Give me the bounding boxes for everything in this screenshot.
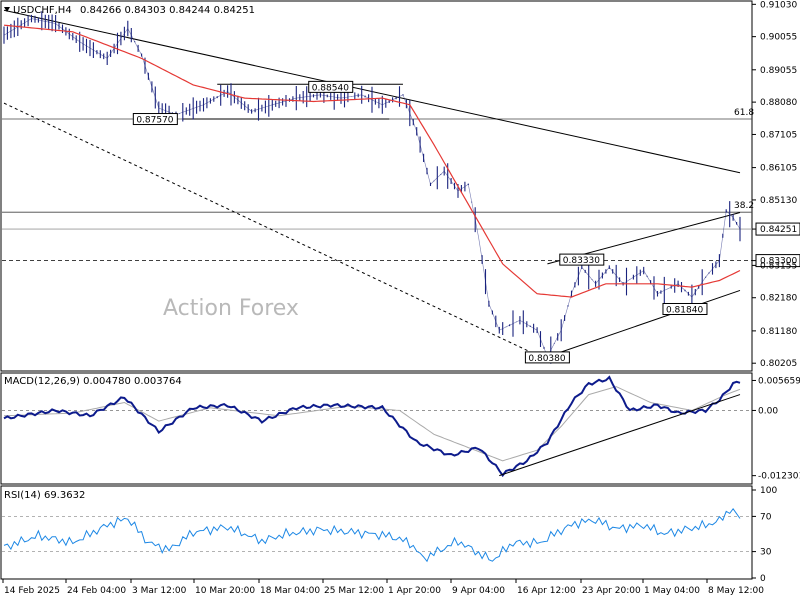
support-price-tag xyxy=(755,254,800,268)
time-axis-label: 8 May 12:00 xyxy=(708,586,764,596)
price-axis-label: 0.86105 xyxy=(760,164,797,174)
price-bars xyxy=(3,11,741,364)
macd-axis-label: 0.00 xyxy=(758,406,778,416)
moving-average-line xyxy=(3,24,741,298)
price-axis-label: 0.90055 xyxy=(760,33,797,43)
macd-indicator: 0.005659 0.00 -0.012301 xyxy=(2,375,800,482)
time-axis-label: 18 Mar 04:00 xyxy=(260,586,320,596)
macd-trendline xyxy=(499,394,741,477)
time-axis-label: 3 Mar 12:00 xyxy=(132,586,187,596)
macd-panel-frame xyxy=(0,372,753,485)
support-price-label: 0.83300 xyxy=(760,257,797,267)
time-axis-label: 24 Feb 04:00 xyxy=(67,586,126,596)
swing-label-text: 0.81840 xyxy=(666,305,703,315)
rsi-axis-label: 30 xyxy=(760,548,772,558)
watermark: Action Forex xyxy=(163,296,299,321)
time-axis-label: 10 Mar 20:00 xyxy=(195,586,255,596)
time-axis-label: 14 Feb 2025 xyxy=(4,586,60,596)
swing-label-box xyxy=(524,351,570,364)
price-axis-label: 0.82180 xyxy=(760,294,797,304)
fib-level-label: 38.2 xyxy=(734,201,754,211)
dropdown-triangle-icon[interactable] xyxy=(4,7,10,12)
price-axis-label: 0.87105 xyxy=(760,130,797,140)
macd-axis-label: -0.012301 xyxy=(758,472,800,482)
swing-label-box xyxy=(132,113,178,126)
time-axis-label: 1 May 04:00 xyxy=(644,586,700,596)
swing-label-box xyxy=(662,302,708,315)
time-axis-label: 1 Apr 20:00 xyxy=(388,586,441,596)
price-reference-lines: 61.8 38.2 xyxy=(2,108,754,261)
price-axis-label: 0.83155 xyxy=(760,261,797,271)
time-axis-label: 25 Mar 12:00 xyxy=(324,586,384,596)
swing-label-text: 0.87570 xyxy=(136,116,173,126)
price-axis-label: 0.91030 xyxy=(760,0,797,10)
macd-signal-line xyxy=(3,386,741,462)
price-panel-frame xyxy=(0,0,753,372)
current-price-tag xyxy=(755,222,800,236)
price-series-group xyxy=(3,11,741,364)
price-axis-label: 0.85130 xyxy=(760,196,797,206)
time-axis-label: 9 Apr 04:00 xyxy=(452,586,505,596)
price-line xyxy=(3,18,741,358)
time-axis: 14 Feb 2025 24 Feb 04:00 3 Mar 12:00 10 Mar… xyxy=(2,579,764,596)
price-trendlines xyxy=(3,9,741,358)
price-axis-label: 0.89055 xyxy=(760,66,797,76)
rsi-line xyxy=(3,507,741,563)
swing-label-box xyxy=(559,253,605,266)
time-axis-label: 16 Apr 12:00 xyxy=(517,586,576,596)
price-axis-label: 0.88080 xyxy=(760,98,797,108)
swing-label-text: 0.88540 xyxy=(312,83,349,93)
rsi-title: RSI(14) 69.3632 xyxy=(4,490,85,501)
price-axis: 0.91030 0.90055 0.89055 0.88080 0.87105 0.861… xyxy=(752,0,800,369)
dashed-trendline xyxy=(3,102,541,358)
channel-lower-trendline xyxy=(547,289,741,358)
ohlc-readout: 0.84266 0.84303 0.84244 0.84251 xyxy=(80,5,255,16)
rsi-axis-label: 0 xyxy=(760,574,766,584)
macd-axis-label: 0.005659 xyxy=(758,376,800,386)
macd-line xyxy=(3,375,741,478)
price-axis-label: 0.80205 xyxy=(760,359,797,369)
swing-label-box xyxy=(308,80,354,93)
price-axis-label: 0.81180 xyxy=(760,327,797,337)
macd-title: MACD(12,26,9) 0.004780 0.003764 xyxy=(4,376,182,387)
current-price-label: 0.84251 xyxy=(760,225,797,235)
time-axis-label: 23 Apr 20:00 xyxy=(582,586,641,596)
swing-label-text: 0.80380 xyxy=(528,354,565,364)
rsi-indicator: 100 70 30 0 xyxy=(2,486,777,584)
rsi-axis-label: 100 xyxy=(760,486,777,496)
rsi-panel-frame xyxy=(0,485,753,580)
rsi-axis-label: 70 xyxy=(760,512,772,522)
swing-labels: 0.87570 0.88540 0.80380 0.83330 0.81840 xyxy=(132,80,708,364)
symbol-title: USDCHF,H4 xyxy=(13,5,72,16)
swing-label-text: 0.83330 xyxy=(563,256,600,266)
fib-level-label: 61.8 xyxy=(734,108,754,118)
